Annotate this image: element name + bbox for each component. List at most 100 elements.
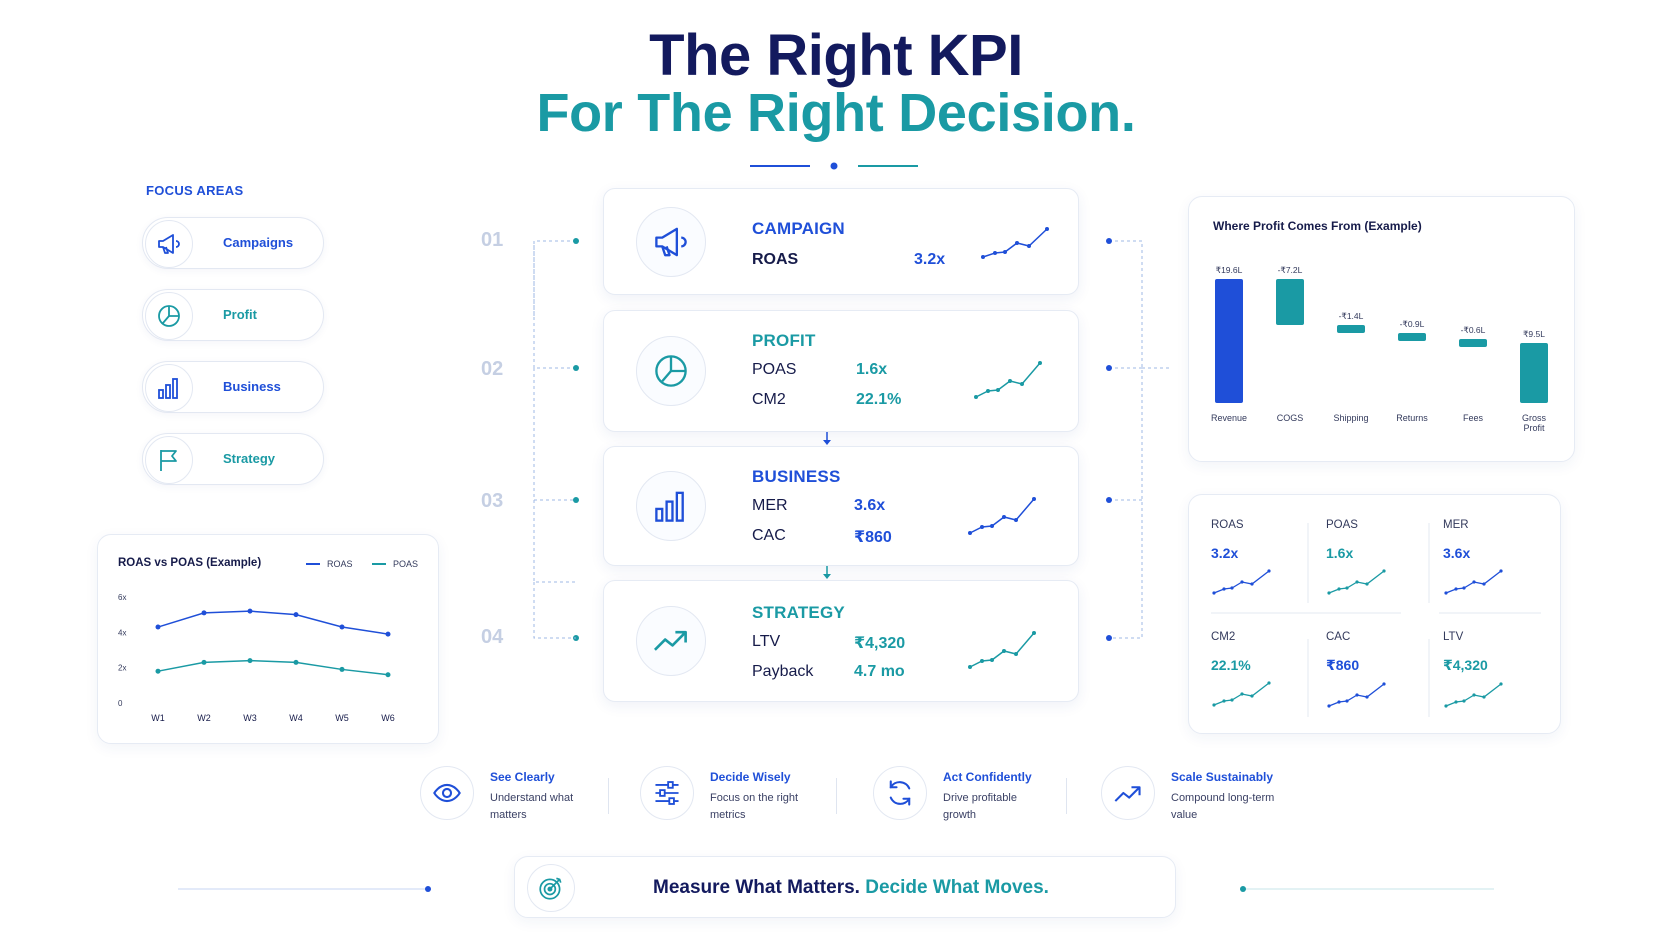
kpi-metric-value: 3.6x <box>854 497 886 514</box>
feature-divider <box>836 778 837 814</box>
sparkline <box>968 497 1036 535</box>
kpi-card-business[interactable]: BUSINESS MER 3.6x CAC ₹860 <box>603 446 1079 566</box>
kpi-metric-name: CM2 <box>752 391 786 408</box>
legend-label-poas: POAS <box>393 559 419 569</box>
footer-text-part1: Measure What Matters. <box>653 877 860 898</box>
x-tick-label: W6 <box>381 713 395 723</box>
chart-title: ROAS vs POAS (Example) <box>118 557 262 569</box>
focus-item-campaigns[interactable]: Campaigns <box>142 217 324 269</box>
waterfall-title: Where Profit Comes From (Example) <box>1213 219 1422 233</box>
kpi-metric-value: 22.1% <box>856 391 902 408</box>
feature-divider <box>608 778 609 814</box>
metric-cell-mer: MER 3.6x <box>1443 519 1553 602</box>
metric-name: LTV <box>1443 631 1464 643</box>
series-line-poas <box>157 659 389 676</box>
metric-cell-poas: POAS 1.6x <box>1326 519 1436 602</box>
pie-chart-icon <box>636 336 706 406</box>
focus-item-label: Strategy <box>223 451 276 466</box>
legend-swatch-poas <box>372 563 386 565</box>
left-connector <box>533 238 579 641</box>
step-number: 02 <box>481 358 504 380</box>
metric-cell-cac: CAC ₹860 <box>1326 631 1436 715</box>
waterfall-value-label: -₹1.4L <box>1338 310 1364 321</box>
kpi-metric-name: LTV <box>752 633 781 650</box>
feature-desc: Understand what matters <box>490 792 574 821</box>
kpi-card-heading: CAMPAIGN <box>752 219 845 238</box>
kpi-metric-name: POAS <box>752 361 797 378</box>
arrow-down-icon <box>823 432 831 445</box>
bar-chart-icon <box>636 471 706 541</box>
sparkline <box>1212 681 1271 707</box>
target-icon <box>527 864 575 912</box>
x-tick-label: W1 <box>151 713 165 723</box>
megaphone-icon <box>145 220 193 268</box>
focus-item-strategy[interactable]: Strategy <box>142 433 324 485</box>
metric-name: MER <box>1443 519 1469 531</box>
megaphone-icon <box>636 207 706 277</box>
focus-item-label: Profit <box>223 307 257 322</box>
feature-title: Scale Sustainably <box>1171 770 1274 784</box>
page-title: The Right KPI <box>649 23 1023 88</box>
step-number: 04 <box>481 626 504 648</box>
y-tick-label: 2x <box>118 664 126 673</box>
sparkline <box>1327 682 1386 708</box>
metric-grid-card: ROAS 3.2x POAS 1.6x MER 3.6x CM2 22.1% CAC ₹860 LT… <box>1188 494 1561 734</box>
waterfall-bar <box>1459 339 1487 348</box>
data-point-poas <box>339 666 345 672</box>
waterfall-bar <box>1520 342 1548 403</box>
kpi-card-heading: STRATEGY <box>752 603 845 622</box>
y-tick-label: 0 <box>118 699 123 708</box>
waterfall-category-label: Gross Profit <box>1521 413 1546 433</box>
sparkline <box>968 631 1036 669</box>
kpi-card-campaign[interactable]: CAMPAIGN ROAS 3.2x <box>603 188 1079 295</box>
kpi-metric-name: ROAS <box>752 251 799 268</box>
sparkline <box>1327 569 1386 595</box>
kpi-card-strategy[interactable]: STRATEGY LTV ₹4,320 Payback 4.7 mo <box>603 580 1079 702</box>
feature-divider <box>1066 778 1067 814</box>
waterfall-card: Where Profit Comes From (Example) ₹19.6L… <box>1188 196 1575 462</box>
sparkline <box>981 227 1049 259</box>
waterfall-value-label: -₹0.9L <box>1399 319 1425 330</box>
trend-up-icon <box>1101 766 1155 820</box>
feature-title: Decide Wisely <box>710 770 791 784</box>
metric-value: ₹4,320 <box>1443 657 1488 673</box>
right-connector <box>1106 238 1170 641</box>
title-divider <box>750 162 918 170</box>
roas-poas-chart-card: ROAS vs POAS (Example) ROAS POAS 0 2x 4x 6x… <box>97 534 439 744</box>
metric-name: POAS <box>1326 519 1358 531</box>
metric-name: CAC <box>1326 631 1351 643</box>
kpi-metric-name: MER <box>752 497 788 514</box>
waterfall-value-label: -₹0.6L <box>1460 325 1486 336</box>
waterfall-value-label: ₹19.6L <box>1215 265 1243 275</box>
metric-name: CM2 <box>1211 631 1236 643</box>
metric-value: 3.2x <box>1211 545 1239 561</box>
kpi-metric-value: 1.6x <box>856 361 888 378</box>
kpi-card-profit[interactable]: PROFIT POAS 1.6x CM2 22.1% <box>603 310 1079 432</box>
waterfall-value-label: -₹7.2L <box>1277 265 1303 275</box>
metric-grid-dividers <box>1211 523 1541 717</box>
trend-up-icon <box>636 606 706 676</box>
waterfall-value-label: ₹9.5L <box>1523 328 1545 339</box>
pie-chart-icon <box>145 292 193 340</box>
metric-cell-ltv: LTV ₹4,320 <box>1443 631 1553 715</box>
kpi-metric-value: 3.2x <box>914 251 946 268</box>
feature-title: See Clearly <box>490 770 555 784</box>
metric-cell-roas: ROAS 3.2x <box>1211 519 1321 602</box>
footer-right-line <box>1240 886 1494 892</box>
focus-item-profit[interactable]: Profit <box>142 289 324 341</box>
kpi-metric-name: Payback <box>752 663 814 680</box>
flag-icon <box>145 436 193 484</box>
sparkline <box>1444 569 1503 595</box>
kpi-metric-value: ₹4,320 <box>854 635 906 652</box>
metric-value: 22.1% <box>1211 657 1251 673</box>
focus-item-business[interactable]: Business <box>142 361 324 413</box>
series-line-roas <box>157 610 389 635</box>
data-point-poas <box>155 668 161 674</box>
data-point-roas <box>201 610 207 616</box>
waterfall-category-label: Returns <box>1396 413 1428 423</box>
focus-areas-title: FOCUS AREAS <box>146 183 244 198</box>
feature-desc: Drive profitable growth <box>943 792 1017 821</box>
waterfall-bar <box>1215 279 1243 403</box>
focus-item-label: Business <box>223 379 281 394</box>
sparkline <box>1212 569 1271 595</box>
